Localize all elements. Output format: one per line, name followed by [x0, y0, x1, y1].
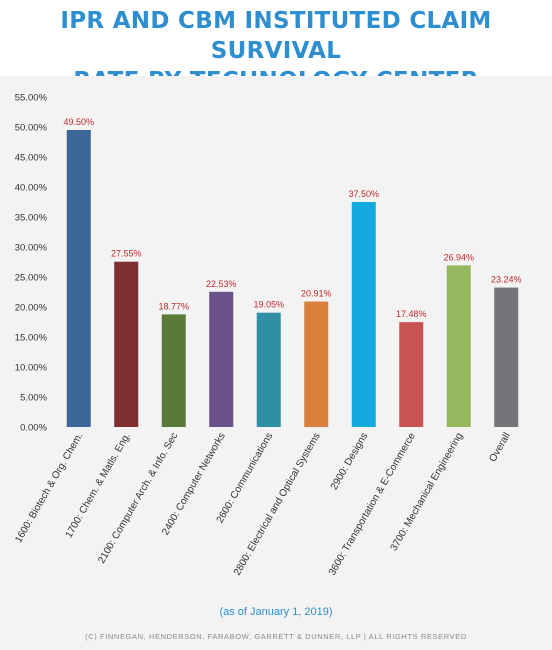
- as-of-date: (as of January 1, 2019): [219, 606, 333, 618]
- data-label: 37.50%: [348, 189, 379, 199]
- bar: [399, 322, 424, 427]
- data-label: 20.91%: [301, 289, 332, 299]
- y-tick-label: 50.00%: [15, 123, 48, 134]
- copyright-footer: (C) FINNEGAN, HENDERSON, FARABOW, GARRET…: [85, 632, 467, 641]
- x-tick-label: 2100: Computer Arch. & Info. Sec: [96, 431, 180, 566]
- y-tick-label: 40.00%: [15, 183, 48, 194]
- data-label: 18.77%: [158, 301, 189, 311]
- bar: [114, 261, 139, 427]
- data-labels: 49.50% 27.55% 18.77% 22.53% 19.05% 20.91% 37.5…: [63, 117, 521, 319]
- bar: [351, 202, 376, 427]
- bar: [446, 265, 471, 427]
- bar: [66, 130, 91, 427]
- bar: [256, 312, 281, 427]
- chart-title-line-1: IPR AND CBM INSTITUTED CLAIM SURVIVAL: [60, 8, 492, 64]
- bar: [304, 301, 329, 427]
- x-tick-label: 3600: Transportation & E-Commerce: [327, 431, 418, 578]
- bar: [209, 291, 234, 427]
- x-tick-label: 2900: Designs: [329, 431, 370, 492]
- data-label: 23.24%: [491, 275, 522, 285]
- x-axis-labels: 1600: Biotech & Org. Chem.1700: Chem. & …: [13, 431, 513, 578]
- y-tick-label: 0.00%: [20, 423, 47, 434]
- y-tick-label: 15.00%: [15, 333, 48, 344]
- data-label: 17.48%: [396, 309, 427, 319]
- y-tick-label: 35.00%: [15, 213, 48, 224]
- bar: [494, 287, 519, 427]
- data-label: 26.94%: [443, 252, 474, 262]
- y-axis: 0.00% 5.00% 10.00% 15.00% 20.00% 25.00% 30.00%…: [15, 93, 48, 434]
- data-label: 27.55%: [111, 249, 142, 259]
- x-tick-label: 2800: Electrical and Optical Systems: [232, 431, 323, 578]
- bar: [161, 314, 186, 427]
- y-tick-label: 25.00%: [15, 273, 48, 284]
- data-label: 22.53%: [206, 279, 237, 289]
- y-tick-label: 55.00%: [15, 93, 48, 104]
- data-label: 19.05%: [253, 300, 284, 310]
- y-tick-label: 10.00%: [15, 363, 48, 374]
- y-tick-label: 30.00%: [15, 243, 48, 254]
- bars: [66, 130, 519, 427]
- data-label: 49.50%: [63, 117, 94, 127]
- y-tick-label: 45.00%: [15, 153, 48, 164]
- x-tick-label: Overall: [487, 431, 512, 464]
- y-tick-label: 5.00%: [20, 393, 47, 404]
- y-tick-label: 20.00%: [15, 303, 48, 314]
